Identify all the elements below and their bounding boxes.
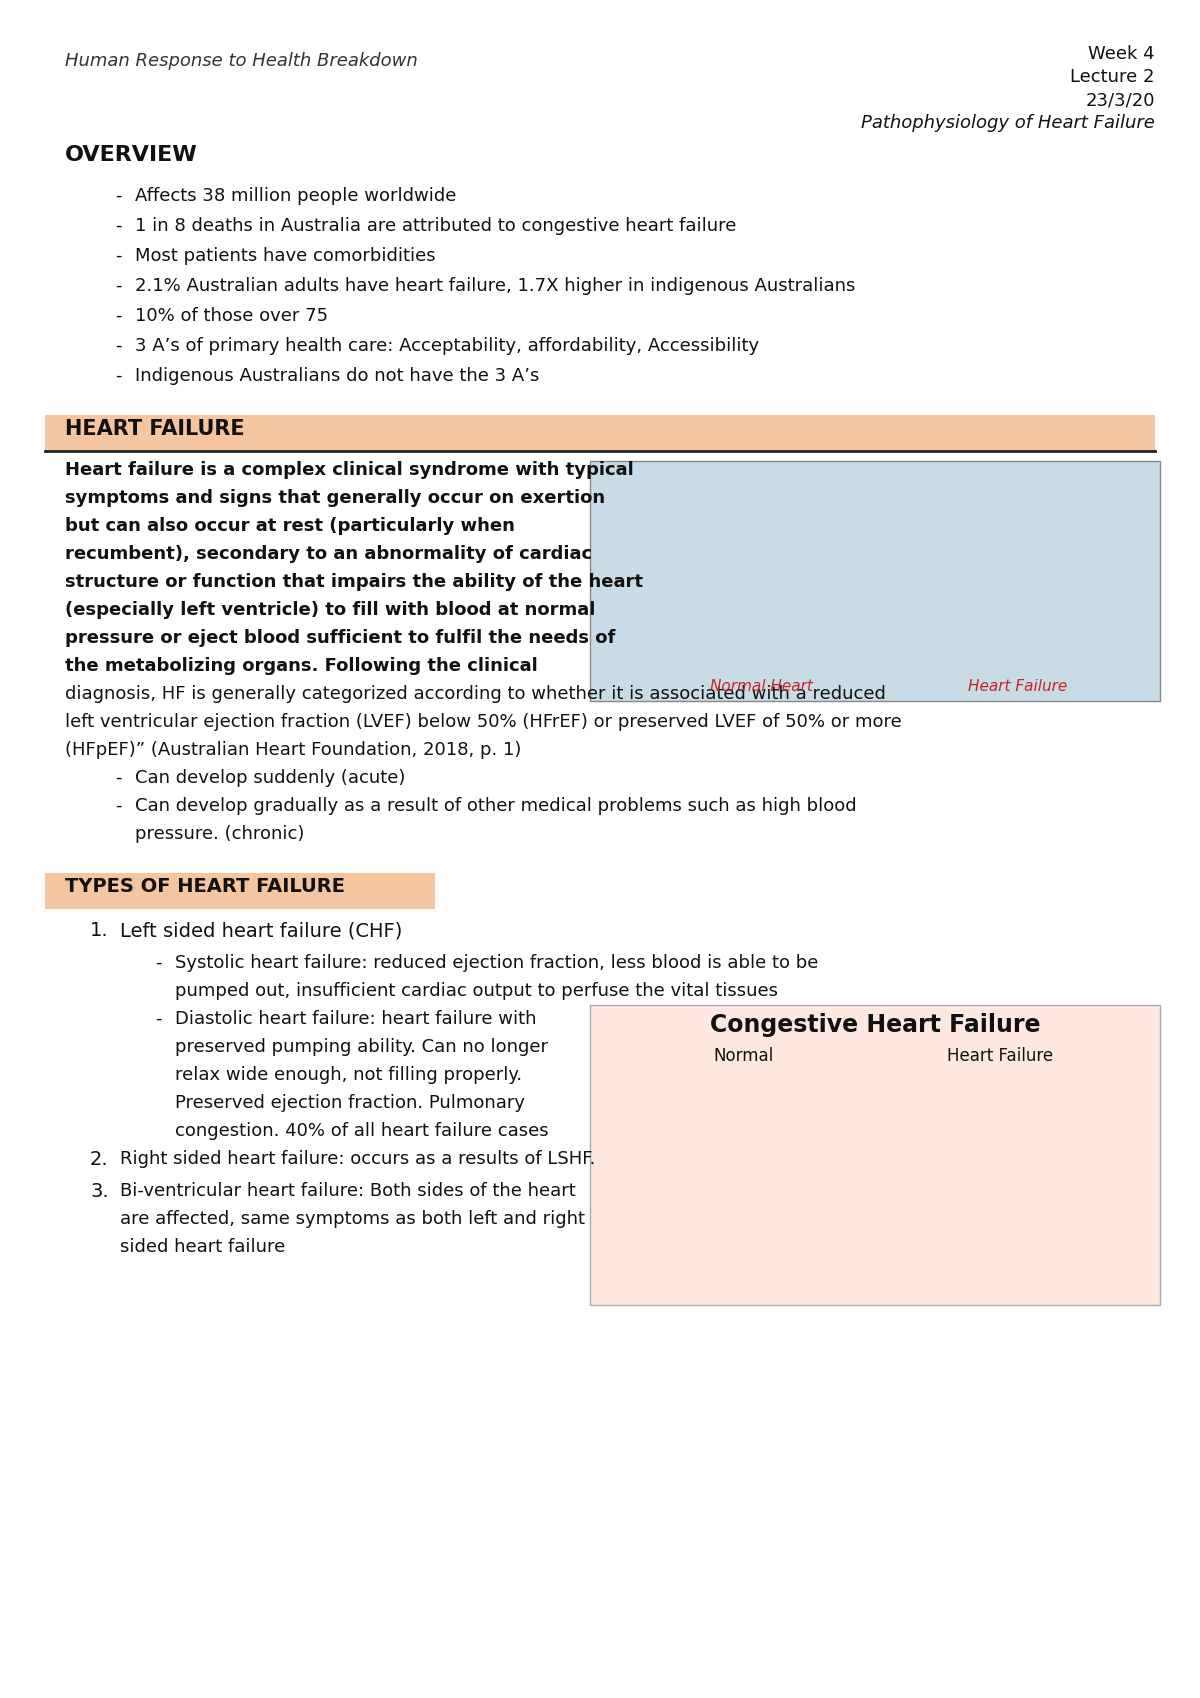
Text: Diastolic heart failure: heart failure with: Diastolic heart failure: heart failure w… (175, 1010, 536, 1027)
Text: -: - (115, 336, 121, 355)
Text: Heart Failure: Heart Failure (968, 679, 1067, 694)
Text: pressure. (chronic): pressure. (chronic) (134, 825, 305, 842)
Text: TYPES OF HEART FAILURE: TYPES OF HEART FAILURE (65, 876, 346, 897)
Text: pressure or eject blood sufficient to fulfil the needs of: pressure or eject blood sufficient to fu… (65, 628, 616, 647)
Text: 1 in 8 deaths in Australia are attributed to congestive heart failure: 1 in 8 deaths in Australia are attribute… (134, 217, 737, 234)
Text: 2.1% Australian adults have heart failure, 1.7X higher in indigenous Australians: 2.1% Australian adults have heart failur… (134, 277, 856, 295)
Text: Week 4: Week 4 (1088, 46, 1154, 63)
Text: -: - (115, 246, 121, 265)
Text: Bi-ventricular heart failure: Both sides of the heart: Bi-ventricular heart failure: Both sides… (120, 1182, 576, 1200)
Text: the metabolizing organs. Following the clinical: the metabolizing organs. Following the c… (65, 657, 538, 676)
Text: sided heart failure: sided heart failure (120, 1238, 286, 1257)
Text: Indigenous Australians do not have the 3 A’s: Indigenous Australians do not have the 3… (134, 367, 539, 385)
Text: Normal Heart: Normal Heart (709, 679, 812, 694)
Text: Lecture 2: Lecture 2 (1070, 68, 1154, 87)
Text: but can also occur at rest (particularly when: but can also occur at rest (particularly… (65, 516, 515, 535)
Text: Pathophysiology of Heart Failure: Pathophysiology of Heart Failure (862, 114, 1154, 132)
FancyBboxPatch shape (590, 460, 1160, 701)
Text: recumbent), secondary to an abnormality of cardiac: recumbent), secondary to an abnormality … (65, 545, 592, 564)
Text: structure or function that impairs the ability of the heart: structure or function that impairs the a… (65, 572, 643, 591)
Text: OVERVIEW: OVERVIEW (65, 144, 198, 165)
Text: pumped out, insufficient cardiac output to perfuse the vital tissues: pumped out, insufficient cardiac output … (175, 981, 778, 1000)
Text: Right sided heart failure: occurs as a results of LSHF.: Right sided heart failure: occurs as a r… (120, 1150, 595, 1168)
Text: Can develop suddenly (acute): Can develop suddenly (acute) (134, 769, 406, 786)
Text: Heart failure is a complex clinical syndrome with typical: Heart failure is a complex clinical synd… (65, 460, 634, 479)
Text: Preserved ejection fraction. Pulmonary: Preserved ejection fraction. Pulmonary (175, 1094, 526, 1112)
Text: 3 A’s of primary health care: Acceptability, affordability, Accessibility: 3 A’s of primary health care: Acceptabil… (134, 336, 760, 355)
Text: Can develop gradually as a result of other medical problems such as high blood: Can develop gradually as a result of oth… (134, 796, 857, 815)
Text: -: - (115, 277, 121, 295)
Text: -: - (115, 769, 121, 786)
Text: preserved pumping ability. Can no longer: preserved pumping ability. Can no longer (175, 1037, 548, 1056)
Text: -: - (115, 796, 121, 815)
Text: diagnosis, HF is generally categorized according to whether it is associated wit: diagnosis, HF is generally categorized a… (65, 684, 886, 703)
FancyBboxPatch shape (46, 873, 436, 908)
Text: 1.: 1. (90, 920, 109, 941)
Text: Congestive Heart Failure: Congestive Heart Failure (709, 1014, 1040, 1037)
Text: relax wide enough, not filling properly.: relax wide enough, not filling properly. (175, 1066, 522, 1083)
Text: -: - (115, 217, 121, 234)
Text: -: - (155, 1010, 162, 1027)
Text: HEART FAILURE: HEART FAILURE (65, 419, 245, 440)
Text: 23/3/20: 23/3/20 (1086, 92, 1154, 109)
Text: left ventricular ejection fraction (LVEF) below 50% (HFrEF) or preserved LVEF of: left ventricular ejection fraction (LVEF… (65, 713, 901, 732)
Text: 2.: 2. (90, 1150, 109, 1168)
Text: -: - (155, 954, 162, 971)
Text: congestion. 40% of all heart failure cases: congestion. 40% of all heart failure cas… (175, 1122, 548, 1139)
FancyBboxPatch shape (590, 1005, 1160, 1306)
Text: Normal: Normal (714, 1048, 774, 1065)
Text: (HFpEF)” (Australian Heart Foundation, 2018, p. 1): (HFpEF)” (Australian Heart Foundation, 2… (65, 740, 521, 759)
Text: -: - (115, 307, 121, 324)
Text: are affected, same symptoms as both left and right: are affected, same symptoms as both left… (120, 1211, 586, 1228)
Text: Human Response to Health Breakdown: Human Response to Health Breakdown (65, 53, 418, 70)
Text: symptoms and signs that generally occur on exertion: symptoms and signs that generally occur … (65, 489, 605, 508)
Text: (especially left ventricle) to fill with blood at normal: (especially left ventricle) to fill with… (65, 601, 595, 620)
Text: Systolic heart failure: reduced ejection fraction, less blood is able to be: Systolic heart failure: reduced ejection… (175, 954, 818, 971)
Text: 10% of those over 75: 10% of those over 75 (134, 307, 328, 324)
Text: -: - (115, 367, 121, 385)
Text: Most patients have comorbidities: Most patients have comorbidities (134, 246, 436, 265)
Text: Left sided heart failure (CHF): Left sided heart failure (CHF) (120, 920, 402, 941)
Text: -: - (115, 187, 121, 205)
Text: Affects 38 million people worldwide: Affects 38 million people worldwide (134, 187, 456, 205)
FancyBboxPatch shape (46, 414, 1154, 452)
Text: Heart Failure: Heart Failure (947, 1048, 1054, 1065)
Text: 3.: 3. (90, 1182, 109, 1200)
